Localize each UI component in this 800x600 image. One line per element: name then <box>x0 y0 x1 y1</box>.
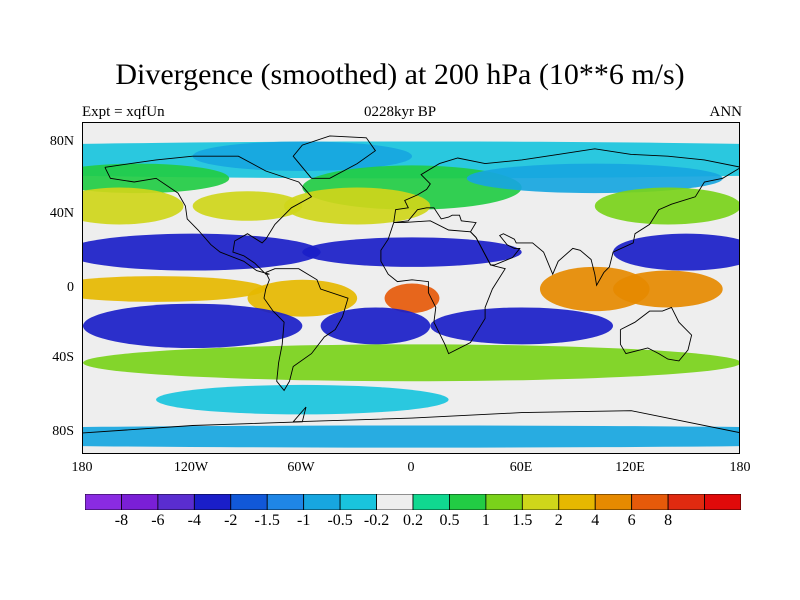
colorbar-label: 8 <box>664 512 673 529</box>
lat-label: 80N <box>49 134 74 149</box>
lon-label: 60E <box>509 460 533 475</box>
season-label: ANN <box>709 104 743 120</box>
divergence-region <box>83 425 739 448</box>
lat-label: 40S <box>52 350 74 365</box>
colorbar-label: 2 <box>554 512 563 529</box>
colorbar-swatch <box>485 494 523 510</box>
colorbar-swatch <box>121 494 159 510</box>
lon-label: 180 <box>71 460 93 475</box>
colorbar-label: -0.5 <box>327 512 353 529</box>
colorbar-label: -1 <box>296 512 311 529</box>
divergence-region <box>466 163 723 194</box>
colorbar-label: 0.5 <box>439 512 460 529</box>
coastline <box>393 148 739 287</box>
colorbar-label: 4 <box>591 512 600 529</box>
colorbar-swatch <box>631 494 669 510</box>
colorbar <box>85 494 741 510</box>
colorbar-swatch <box>85 494 122 510</box>
lon-label: 0 <box>407 460 415 475</box>
lon-label: 60W <box>287 460 315 475</box>
colorbar-label: -0.2 <box>363 512 390 529</box>
colorbar-swatch <box>594 494 633 510</box>
divergence-region <box>302 237 522 267</box>
plot-title: Divergence (smoothed) at 200 hPa (10**6 … <box>115 58 685 91</box>
colorbar-swatch <box>193 494 232 510</box>
divergence-region <box>613 270 723 308</box>
divergence-region <box>430 307 614 345</box>
colorbar-swatch <box>303 494 341 510</box>
colorbar-swatch <box>521 494 560 510</box>
lon-label: 120E <box>615 460 645 475</box>
divergence-region <box>156 384 449 415</box>
colorbar-label: -4 <box>187 512 201 529</box>
colorbar-swatch <box>266 494 305 510</box>
colorbar-label: 6 <box>627 512 636 529</box>
lon-label: 180 <box>729 460 751 475</box>
colorbar-swatch <box>412 494 450 510</box>
coastline <box>104 155 313 275</box>
divergence-region <box>83 344 739 382</box>
colorbar-label: -1.5 <box>254 512 280 529</box>
map-frame <box>82 122 740 454</box>
colorbar-swatch <box>376 494 414 510</box>
coastline <box>83 406 739 434</box>
colorbar-swatch <box>558 494 596 510</box>
divergence-region <box>83 303 303 349</box>
colorbar-label: 0.2 <box>403 512 423 529</box>
colorbar-swatch <box>667 494 705 510</box>
coastline <box>619 306 693 362</box>
colorbar-swatch <box>449 494 487 510</box>
colorbar-swatch <box>704 494 741 510</box>
colorbar-swatch <box>230 494 268 510</box>
lat-label: 0 <box>67 280 74 295</box>
colorbar-label: -2 <box>224 512 238 529</box>
colorbar-label: 1.5 <box>512 512 533 529</box>
colorbar-swatch <box>339 494 377 510</box>
colorbar-swatch <box>157 494 195 510</box>
divergence-region <box>320 307 431 345</box>
colorbar-label: -8 <box>114 512 129 529</box>
divergence-region <box>83 276 266 302</box>
divergence-region <box>613 233 739 271</box>
divergence-region <box>83 187 184 225</box>
coastline <box>263 268 349 392</box>
time-label: 0228kyr BP <box>363 104 437 120</box>
divergence-region <box>284 187 431 225</box>
divergence-region <box>192 191 303 221</box>
colorbar-label: 1 <box>481 512 490 529</box>
divergence-map <box>83 123 739 453</box>
divergence-region <box>539 266 650 312</box>
experiment-label: Expt = xqfUn <box>82 104 165 120</box>
lon-label: 120W <box>173 460 209 475</box>
divergence-region <box>247 279 358 317</box>
lat-label: 40N <box>49 206 74 221</box>
coastline <box>292 135 377 179</box>
divergence-region <box>384 283 440 313</box>
colorbar-label: -6 <box>151 512 165 529</box>
lat-label: 80S <box>52 424 74 439</box>
divergence-region <box>83 233 321 271</box>
